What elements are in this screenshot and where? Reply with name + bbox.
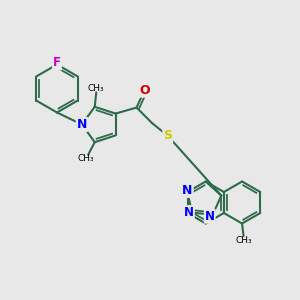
- Text: N: N: [205, 210, 215, 223]
- Text: O: O: [139, 84, 150, 97]
- Text: CH₃: CH₃: [88, 84, 105, 93]
- Text: S: S: [163, 129, 172, 142]
- Text: N: N: [182, 184, 193, 197]
- Text: N: N: [184, 206, 194, 219]
- Text: CH₃: CH₃: [235, 236, 252, 245]
- Text: F: F: [53, 56, 61, 70]
- Text: N: N: [77, 118, 87, 131]
- Text: CH₃: CH₃: [77, 154, 94, 164]
